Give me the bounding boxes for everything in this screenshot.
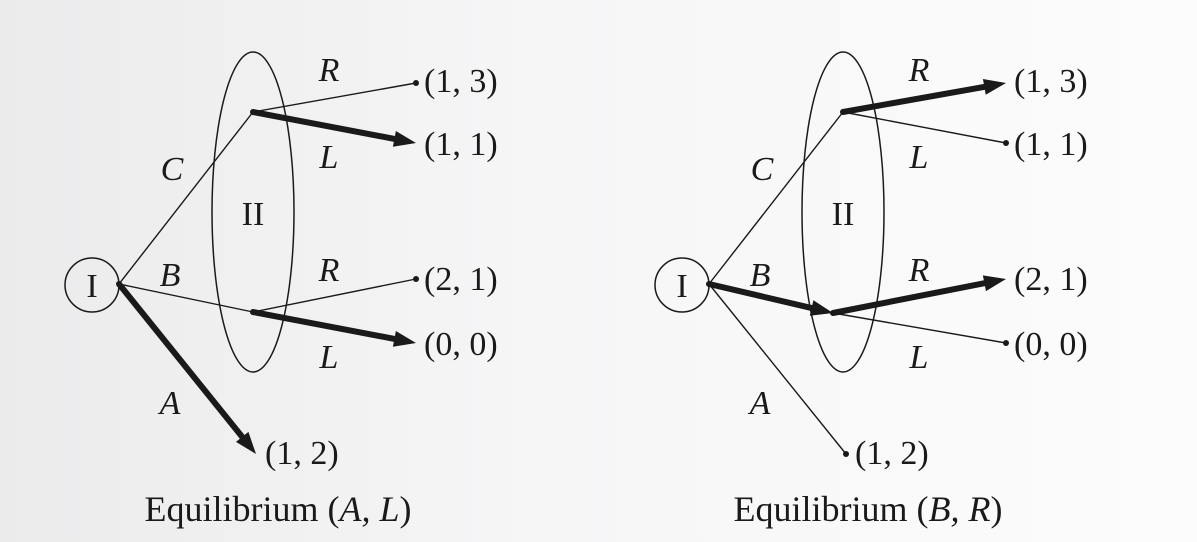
payoff-b-l: (0, 0) (424, 326, 498, 363)
edge-b-r (252, 278, 417, 313)
caption-suffix: ) (990, 489, 1002, 529)
edge-c-l (842, 111, 1007, 144)
caption-separator: , (950, 489, 968, 529)
player-one-label: I (86, 268, 97, 305)
edge-c-r (840, 83, 992, 115)
payoff-c-l: (1, 1) (424, 126, 498, 163)
payoff-a: (1, 2) (855, 435, 929, 472)
edge-b (118, 283, 254, 313)
edge-b-r-arrowhead (982, 275, 1006, 292)
terminal-dot-bl (1003, 340, 1009, 346)
equilibrium-caption: Equilibrium (A, L) (144, 489, 411, 529)
edge-a (116, 281, 248, 443)
terminal-dot-cr (413, 80, 419, 86)
action-label-lower-l: L (319, 339, 339, 376)
action-label-top: C (751, 151, 774, 188)
edge-c (708, 111, 844, 285)
payoff-c-r: (1, 3) (424, 63, 498, 100)
player-two-label: II (832, 196, 855, 233)
action-label-bottom: A (748, 385, 771, 422)
action-label-upper-l: L (909, 139, 929, 176)
action-label-top: C (161, 151, 184, 188)
payoff-c-r: (1, 3) (1014, 63, 1088, 100)
info-set-ellipse (211, 51, 295, 373)
payoff-b-r: (2, 1) (1014, 261, 1088, 298)
edge-b-arrowhead (809, 300, 833, 316)
caption-separator: , (361, 489, 379, 529)
edge-b-l (250, 309, 402, 343)
action-label-upper-r: R (908, 52, 930, 89)
edge-c-r (252, 82, 417, 113)
edge-a (708, 283, 847, 455)
caption-prefix: Equilibrium ( (734, 489, 929, 529)
caption-second-strategy: R (967, 489, 990, 529)
edge-b-l (832, 312, 1007, 344)
edge-c-l-arrowhead (392, 131, 416, 147)
payoff-b-r: (2, 1) (424, 261, 498, 298)
edge-b-r (830, 279, 992, 316)
player-two-label: II (242, 196, 265, 233)
edge-c-l (250, 109, 402, 143)
caption-first-strategy: B (928, 489, 950, 529)
action-label-middle: B (160, 257, 181, 294)
edge-b-l-arrowhead (392, 331, 416, 347)
payoff-c-l: (1, 1) (1014, 126, 1088, 163)
info-set-ellipse (801, 51, 885, 373)
action-label-middle: B (750, 257, 771, 294)
caption-first-strategy: A (337, 489, 362, 529)
payoff-b-l: (0, 0) (1014, 326, 1088, 363)
equilibrium-caption: Equilibrium (B, R) (734, 489, 1003, 529)
action-label-bottom: A (158, 385, 181, 422)
edge-a-arrowhead (235, 431, 256, 454)
caption-second-strategy: L (378, 489, 399, 529)
caption-suffix: ) (400, 489, 412, 529)
action-label-lower-r: R (318, 252, 340, 289)
terminal-dot-cl (1003, 140, 1009, 146)
edge-c (118, 111, 254, 285)
payoff-a: (1, 2) (265, 435, 339, 472)
edge-c-r-arrowhead (982, 78, 1006, 95)
terminal-dot-a (843, 451, 849, 457)
action-label-upper-l: L (319, 139, 339, 176)
terminal-dot-br (413, 276, 419, 282)
action-label-lower-l: L (909, 339, 929, 376)
action-label-upper-r: R (318, 52, 340, 89)
caption-prefix: Equilibrium ( (144, 489, 339, 529)
action-label-lower-r: R (908, 252, 930, 289)
player-one-label: I (676, 268, 687, 305)
edge-b (706, 281, 819, 312)
